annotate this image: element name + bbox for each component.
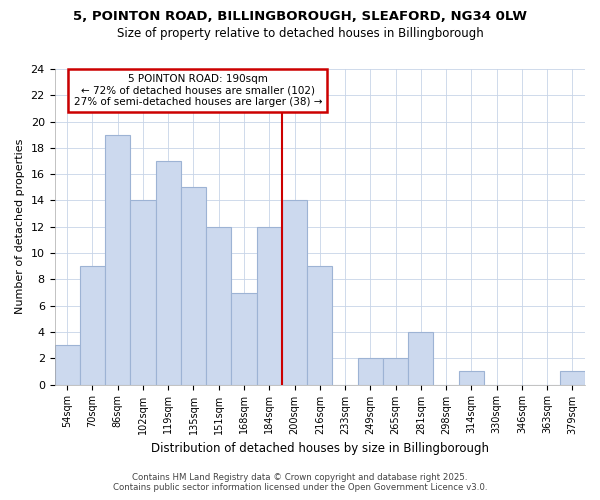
Bar xyxy=(55,345,80,385)
Bar xyxy=(232,292,257,384)
Bar xyxy=(257,227,282,384)
Text: Size of property relative to detached houses in Billingborough: Size of property relative to detached ho… xyxy=(116,28,484,40)
Bar xyxy=(307,266,332,384)
Bar xyxy=(181,188,206,384)
Text: 5, POINTON ROAD, BILLINGBOROUGH, SLEAFORD, NG34 0LW: 5, POINTON ROAD, BILLINGBOROUGH, SLEAFOR… xyxy=(73,10,527,23)
Bar xyxy=(458,372,484,384)
Text: Contains HM Land Registry data © Crown copyright and database right 2025.
Contai: Contains HM Land Registry data © Crown c… xyxy=(113,473,487,492)
Text: 5 POINTON ROAD: 190sqm
← 72% of detached houses are smaller (102)
27% of semi-de: 5 POINTON ROAD: 190sqm ← 72% of detached… xyxy=(74,74,322,107)
Bar xyxy=(105,134,130,384)
Bar xyxy=(383,358,408,384)
Bar xyxy=(80,266,105,384)
Y-axis label: Number of detached properties: Number of detached properties xyxy=(15,139,25,314)
Bar xyxy=(282,200,307,384)
Bar xyxy=(155,161,181,384)
Bar xyxy=(358,358,383,384)
Bar xyxy=(408,332,433,384)
Bar xyxy=(130,200,155,384)
Bar xyxy=(206,227,232,384)
X-axis label: Distribution of detached houses by size in Billingborough: Distribution of detached houses by size … xyxy=(151,442,489,455)
Bar xyxy=(560,372,585,384)
